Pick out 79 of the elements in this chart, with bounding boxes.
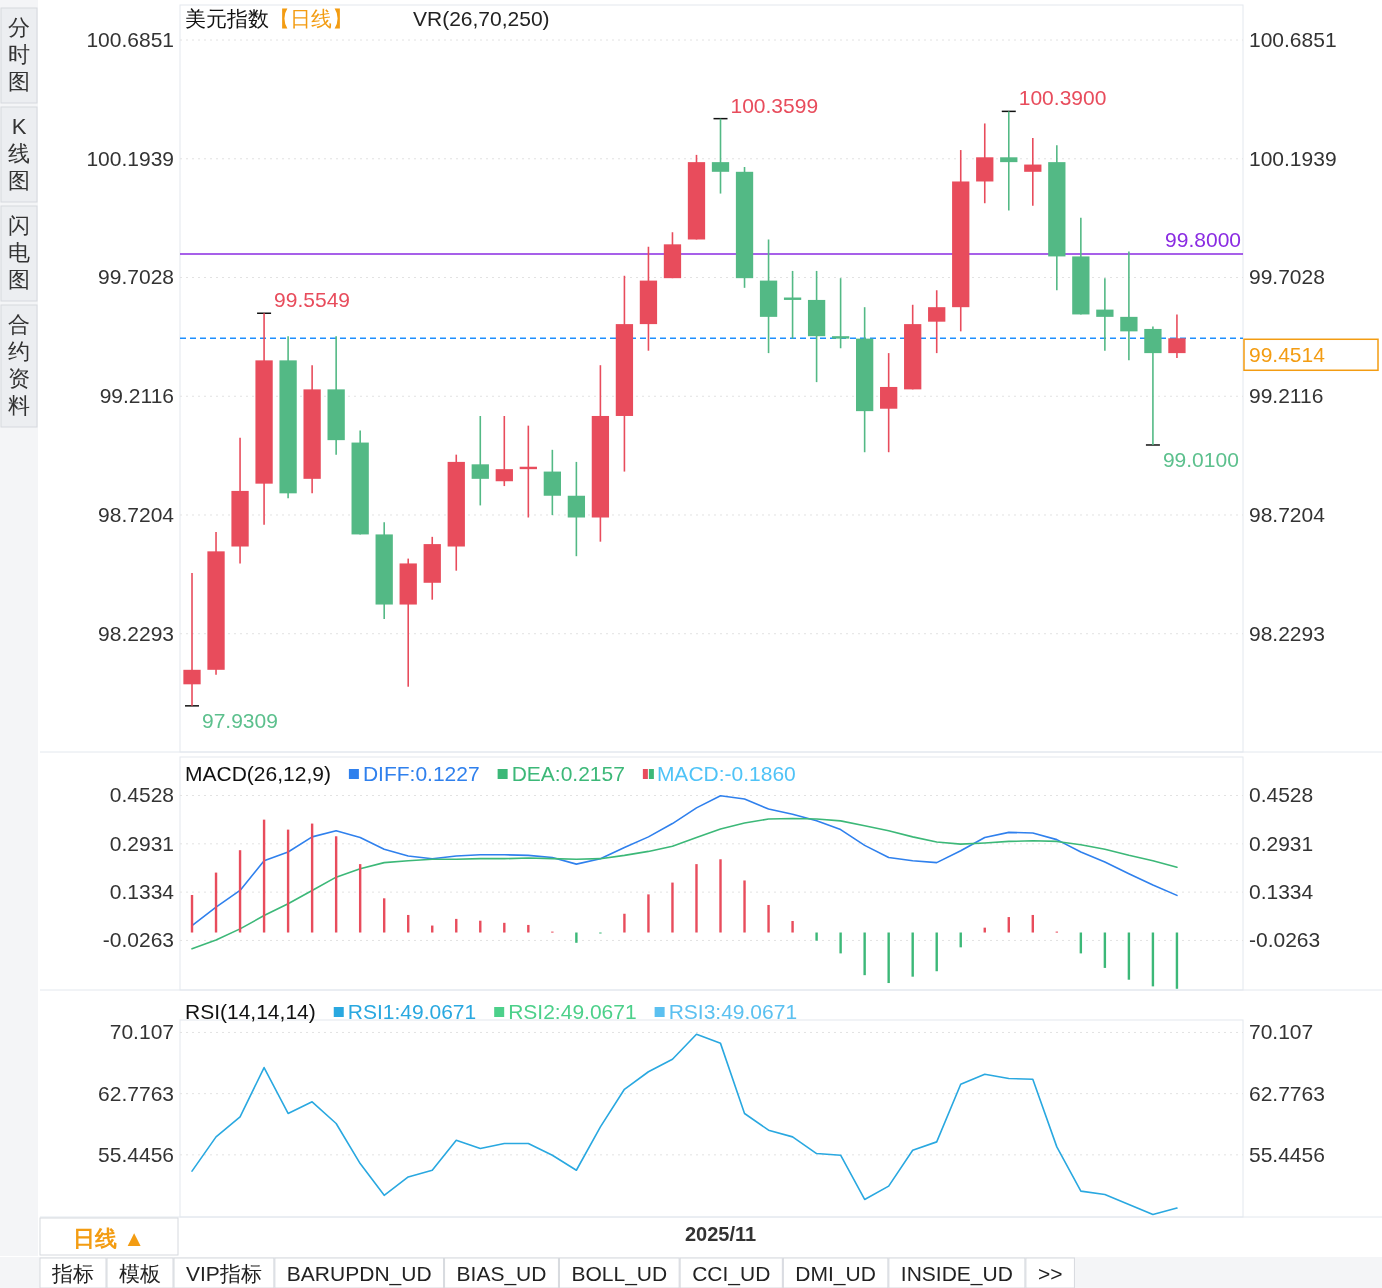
- x-tick-label: 2025/11: [684, 1223, 757, 1245]
- y2-tick-label: 99.7028: [1249, 265, 1325, 289]
- legend-label: RSI2:49.0671: [508, 1000, 637, 1023]
- annotation: 99.0100: [1162, 447, 1239, 471]
- text: 闪电图: [8, 213, 30, 292]
- text: 模板: [119, 1262, 161, 1285]
- annotation: VR(26,70,250): [413, 7, 550, 30]
- y-tick-label: 99.2116: [99, 384, 174, 408]
- text: BARUPDN_UD: [286, 1262, 432, 1286]
- y-tick-label: 0.1334: [109, 880, 175, 904]
- bar: [791, 921, 794, 933]
- annotation: 100.3599: [730, 93, 819, 117]
- legend-label: MACD:-0.1860: [656, 762, 796, 785]
- ref-line-label: 99.4514: [1249, 343, 1326, 367]
- text: INSIDE_UD: [900, 1262, 1013, 1286]
- y-tick-label: 98.2293: [98, 621, 174, 645]
- y2-tick-label: 100.6851: [1249, 28, 1337, 52]
- text: 日线 ▲: [73, 1226, 145, 1251]
- y-tick-label: 99.7028: [98, 265, 174, 289]
- text: DMI_UD: [795, 1262, 876, 1286]
- y2-tick-label: 0.4528: [1249, 783, 1314, 807]
- line-series: [191, 817, 1178, 950]
- y2-tick-label: 55.4456: [1249, 1142, 1325, 1166]
- y-tick-label: 55.4456: [98, 1142, 174, 1166]
- y-tick-label: 0.2931: [109, 831, 174, 855]
- chart-title: 美元指数: [185, 7, 269, 30]
- y2-tick-label: 98.2293: [1249, 621, 1325, 645]
- y-tick-label: 100.1939: [86, 146, 174, 170]
- bar: [575, 932, 578, 943]
- y-tick-label: 62.7763: [98, 1081, 174, 1105]
- y-tick-label: 70.107: [109, 1020, 174, 1044]
- bar: [527, 924, 530, 933]
- y2-tick-label: 99.2116: [1249, 384, 1324, 408]
- chart-title: MACD(26,12,9): [185, 762, 331, 785]
- line-series: [191, 794, 1178, 927]
- bar: [719, 859, 722, 933]
- legend-label: DIFF:0.1227: [362, 762, 480, 785]
- y2-tick-label: 62.7763: [1249, 1081, 1325, 1105]
- bar: [887, 932, 890, 984]
- text: BIAS_UD: [456, 1262, 547, 1286]
- y2-tick-label: 70.107: [1249, 1020, 1314, 1044]
- annotation: 100.3900: [1018, 86, 1107, 110]
- y-tick-label: 98.7204: [98, 502, 175, 526]
- bar: [863, 932, 866, 976]
- y2-tick-label: 0.1334: [1249, 880, 1314, 904]
- y-tick-label: -0.0263: [102, 928, 174, 952]
- legend-label: RSI1:49.0671: [347, 1000, 477, 1023]
- bar: [671, 882, 674, 933]
- ref-line-label: 99.8000: [1165, 228, 1241, 251]
- text: 合约资料: [8, 312, 30, 418]
- annotation: 99.5549: [274, 288, 350, 312]
- bar: [695, 864, 698, 933]
- text: BOLL_UD: [571, 1262, 668, 1286]
- y-tick-label: 0.4528: [109, 783, 174, 807]
- text: K线图: [8, 114, 30, 193]
- bar: [743, 880, 746, 933]
- y2-tick-label: 0.2931: [1249, 831, 1314, 855]
- text: 分时图: [8, 15, 30, 94]
- chart-subtitle: 【日线】: [269, 7, 353, 30]
- line-series: [191, 1033, 1178, 1216]
- bar: [503, 922, 506, 933]
- y2-tick-label: 98.7204: [1249, 502, 1326, 526]
- bar: [647, 894, 650, 933]
- bar: [623, 913, 626, 933]
- bar: [767, 904, 770, 933]
- legend-label: DEA:0.2157: [511, 762, 625, 785]
- y2-tick-label: -0.0263: [1249, 928, 1321, 952]
- y2-tick-label: 100.1939: [1249, 146, 1337, 170]
- bar: [839, 932, 842, 954]
- annotation: 97.9309: [202, 708, 278, 732]
- text: CCI_UD: [692, 1262, 771, 1286]
- chart-title: RSI(14,14,14): [185, 1000, 316, 1023]
- text: >>: [1037, 1262, 1063, 1285]
- bar: [815, 932, 818, 941]
- legend-label: RSI3:49.0671: [668, 1000, 798, 1023]
- text: 指标: [51, 1262, 94, 1285]
- y-tick-label: 100.6851: [86, 28, 174, 52]
- bar: [911, 932, 914, 977]
- text: VIP指标: [186, 1262, 262, 1285]
